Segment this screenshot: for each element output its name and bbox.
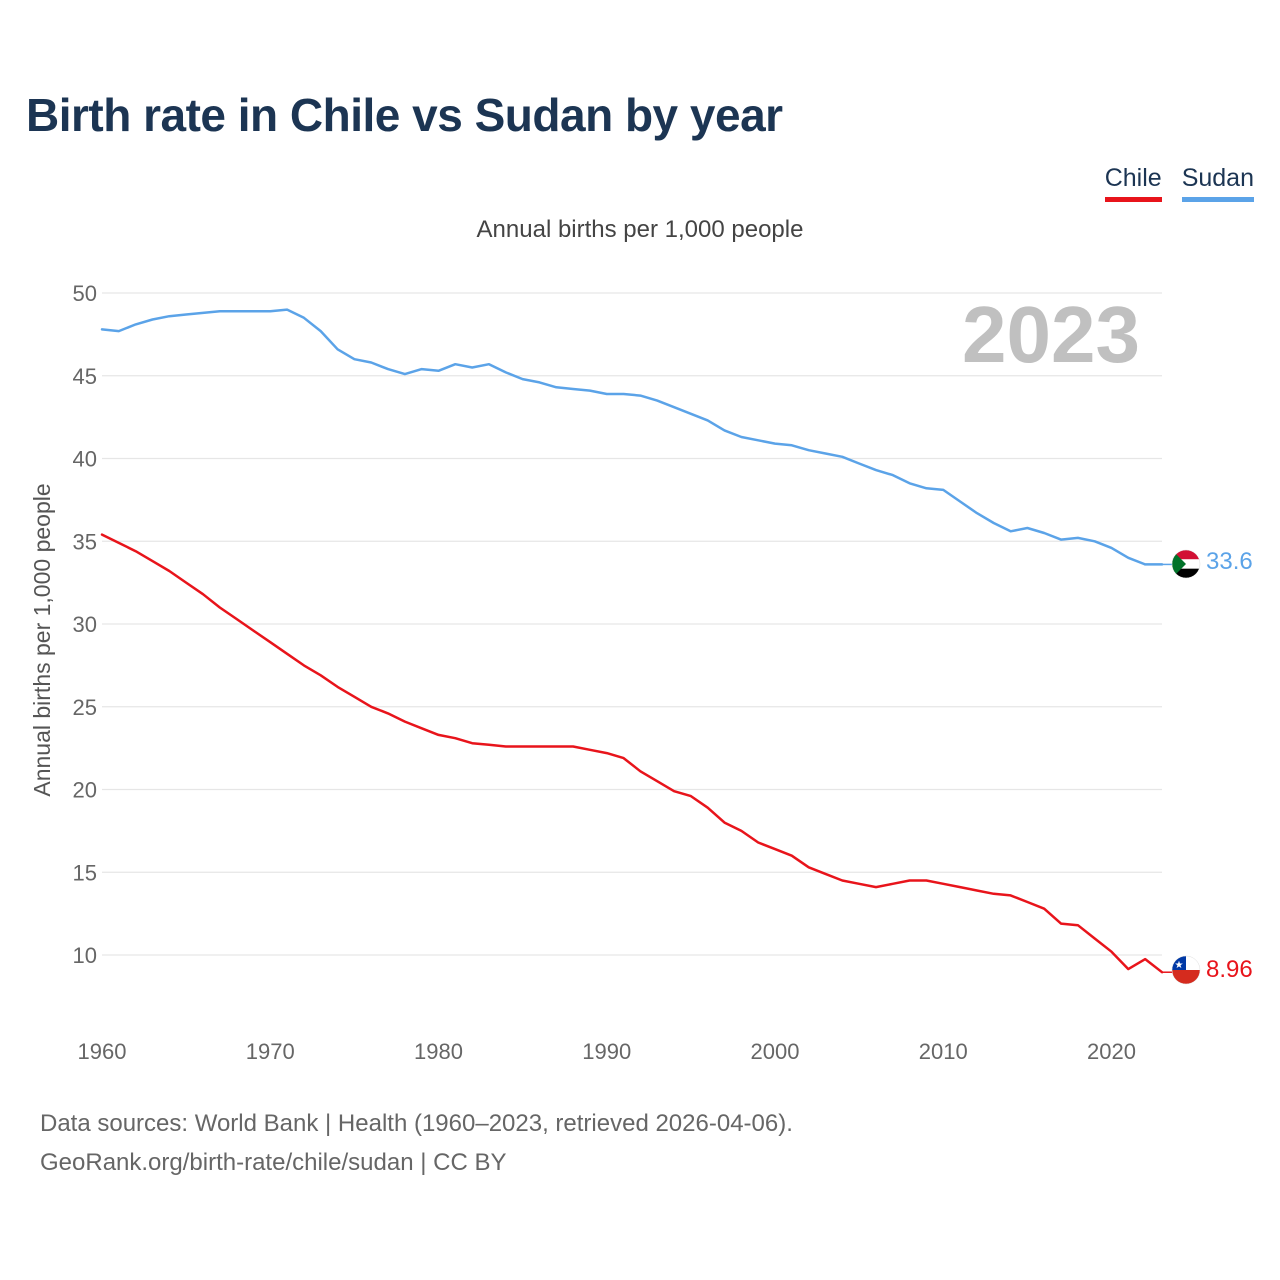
axes: 10 15 20 25 30 35 40 45 50 1960 1970 1980 1990 2000 20… — [73, 281, 1136, 1064]
svg-text:★: ★ — [1175, 960, 1184, 971]
x-tick-label: 1970 — [246, 1039, 295, 1064]
y-tick-label: 25 — [73, 695, 97, 720]
grid-lines — [102, 292, 1162, 956]
year-watermark: 2023 — [962, 290, 1140, 379]
chile-flag-icon: ★ — [1172, 956, 1200, 984]
y-tick-label: 40 — [73, 447, 97, 472]
chile-end-value: 8.96 — [1206, 956, 1253, 983]
x-tick-label: 2020 — [1087, 1039, 1136, 1064]
footer-link[interactable]: GeoRank.org/birth-rate/chile/sudan | CC … — [40, 1149, 507, 1176]
y-tick-label: 20 — [73, 778, 97, 803]
x-tick-label: 2000 — [751, 1039, 800, 1064]
footer-source: Data sources: World Bank | Health (1960–… — [40, 1110, 793, 1137]
y-tick-label: 50 — [73, 281, 97, 306]
chart-subtitle: Annual births per 1,000 people — [476, 216, 804, 243]
legend-item-sudan[interactable]: Sudan — [1181, 164, 1254, 202]
x-tick-label: 1960 — [78, 1039, 127, 1064]
sudan-flag-icon — [1172, 550, 1200, 578]
x-tick-label: 1990 — [582, 1039, 631, 1064]
series-line-chile[interactable] — [100, 533, 1164, 974]
y-tick-label: 10 — [73, 943, 97, 968]
y-tick-label: 15 — [73, 860, 97, 885]
footer: Data sources: World Bank | Health (1960–… — [40, 1104, 793, 1182]
chart-title: Birth rate in Chile vs Sudan by year — [26, 89, 783, 141]
y-axis-label: Annual births per 1,000 people — [29, 483, 55, 796]
y-tick-label: 45 — [73, 364, 97, 389]
series-lines — [100, 308, 1172, 974]
y-tick-label: 35 — [73, 529, 97, 554]
sudan-end-value: 33.6 — [1206, 548, 1253, 575]
x-tick-label: 2010 — [919, 1039, 968, 1064]
series-line-sudan[interactable] — [100, 308, 1164, 566]
legend-item-chile[interactable]: Chile — [1104, 164, 1162, 202]
legend: Chile Sudan — [1104, 164, 1254, 202]
x-tick-label: 1980 — [414, 1039, 463, 1064]
y-tick-label: 30 — [73, 612, 97, 637]
